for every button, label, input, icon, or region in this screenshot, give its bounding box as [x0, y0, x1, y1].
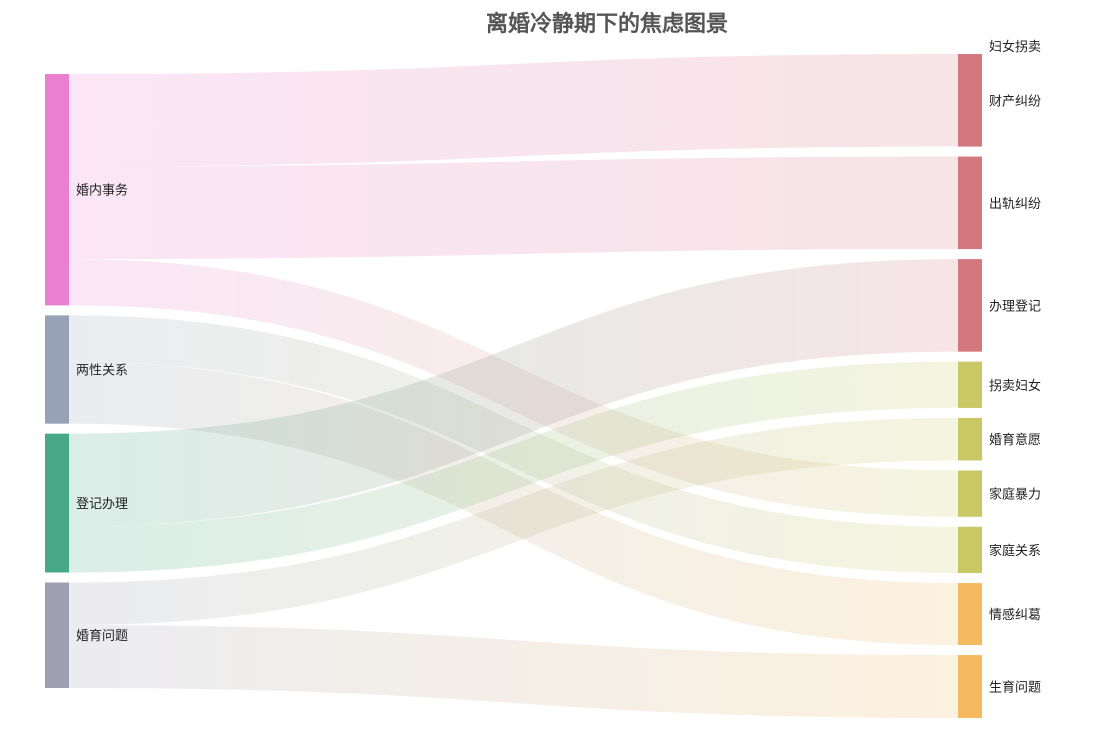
sankey-link [69, 361, 958, 573]
target-node-label: 家庭暴力 [989, 487, 1041, 503]
source-node-label: 登记办理 [76, 497, 128, 512]
target-node-label: 拐卖妇女 [989, 378, 1041, 394]
target-node-label: 生育问题 [989, 680, 1041, 696]
target-node-label: 妇女拐卖 [989, 39, 1041, 55]
sankey-link [69, 156, 958, 260]
sankey-link [69, 54, 958, 167]
target-node-bar [958, 583, 982, 646]
target-node-label: 婚育意愿 [989, 432, 1041, 448]
sankey-link [69, 625, 958, 718]
target-node-bar [958, 470, 982, 517]
target-node-bar [958, 259, 982, 352]
target-node-label: 出轨纠纷 [989, 197, 1041, 212]
source-node-bar [45, 315, 69, 424]
target-node-label: 情感纠葛 [989, 607, 1041, 623]
target-node-bar [958, 417, 982, 461]
target-node-label: 家庭关系 [989, 543, 1041, 559]
target-node-label: 财产纠纷 [989, 94, 1041, 109]
sankey-link [69, 259, 958, 527]
target-node-bar [958, 655, 982, 718]
target-node-bar [958, 526, 982, 574]
source-node-label: 两性关系 [76, 364, 128, 379]
source-node-label: 婚内事务 [76, 183, 128, 199]
target-node-bar [958, 361, 982, 408]
target-node-label: 办理登记 [989, 299, 1041, 314]
target-node-bar [958, 54, 982, 147]
source-node-bar [45, 433, 69, 573]
chart-title: 离婚冷静期下的焦虑图景 [485, 12, 728, 37]
source-node-bar [45, 582, 69, 688]
source-node-bar [45, 74, 69, 306]
source-node-label: 婚育问题 [76, 628, 128, 644]
target-node-bar [958, 156, 982, 250]
sankey-link [69, 417, 958, 626]
